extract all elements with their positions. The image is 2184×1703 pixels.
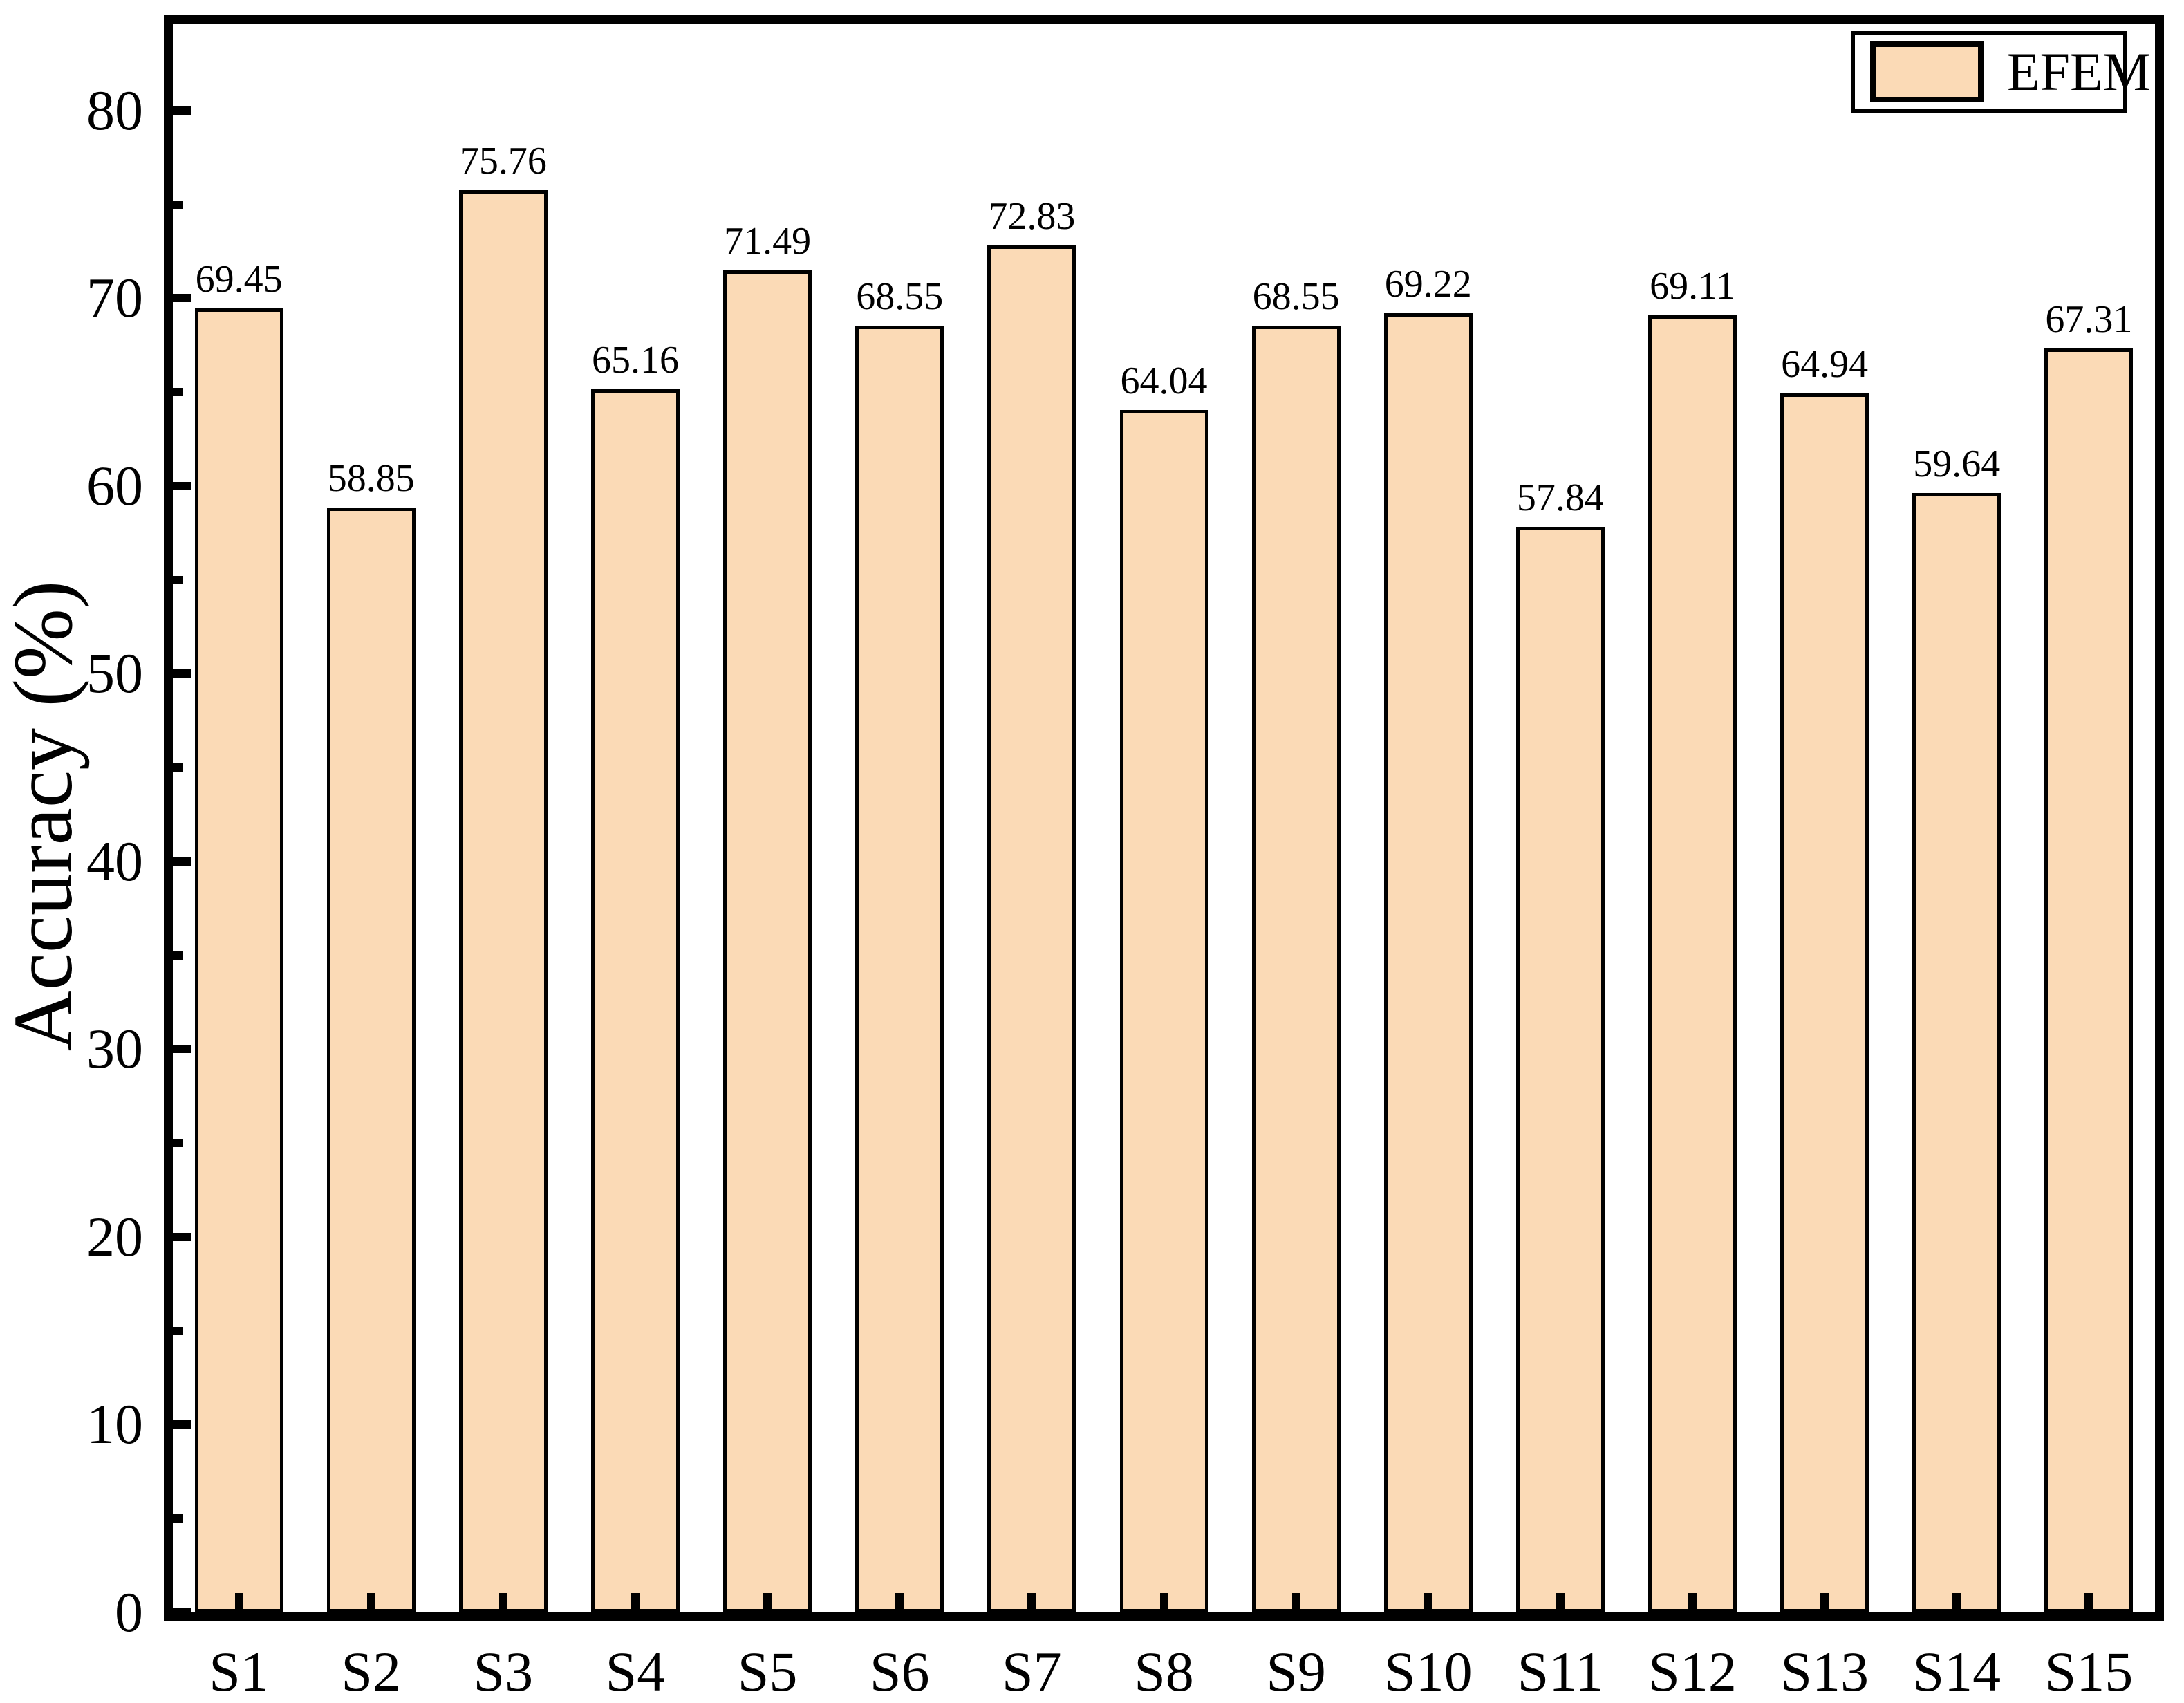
bar-value-label: 69.45 [195, 258, 283, 301]
bar [1119, 410, 1208, 1612]
y-major-tick [173, 294, 191, 303]
y-tick-label: 20 [86, 1204, 143, 1268]
bar-value-label: 65.16 [591, 338, 679, 382]
bar-value-label: 69.22 [1384, 262, 1472, 306]
y-minor-tick [173, 388, 183, 397]
y-major-tick [173, 1045, 191, 1054]
x-tick [2084, 1593, 2093, 1612]
y-minor-tick [173, 1139, 183, 1148]
x-tick [1952, 1593, 1961, 1612]
y-tick-label: 10 [86, 1393, 143, 1456]
x-tick [1159, 1593, 1168, 1612]
x-tick-label: S8 [1134, 1640, 1194, 1703]
legend: EFEM [1851, 31, 2151, 113]
x-tick-label: S7 [1002, 1640, 1062, 1703]
y-minor-tick [173, 1326, 183, 1335]
y-tick-label: 70 [86, 266, 143, 330]
x-tick-label: S14 [1912, 1640, 2001, 1703]
plot-area: 69.45 58.85 75.76 65.16 71.49 68.55 72.83 64.04… [164, 15, 2164, 1621]
x-tick [1027, 1593, 1036, 1612]
x-tick-label: S3 [473, 1640, 534, 1703]
bar-value-label: 58.85 [327, 457, 415, 501]
x-tick [1820, 1593, 1829, 1612]
y-tick-label: 60 [86, 454, 143, 517]
x-tick-label: S1 [209, 1640, 269, 1703]
bar [987, 245, 1076, 1612]
y-tick-label: 50 [86, 642, 143, 705]
y-major-tick [173, 106, 191, 115]
bar [723, 270, 812, 1612]
bar [2044, 348, 2134, 1612]
x-tick-label: S15 [2044, 1640, 2134, 1703]
legend-swatch-efem [1870, 41, 1984, 102]
bar-value-label: 68.55 [856, 274, 944, 318]
x-tick [1424, 1593, 1432, 1612]
bar-value-label: 64.94 [1781, 342, 1869, 386]
y-minor-tick [173, 763, 183, 772]
x-tick-label: S2 [341, 1640, 401, 1703]
y-major-tick [173, 669, 191, 678]
bar-value-label: 69.11 [1650, 264, 1735, 308]
bar-value-label: 68.55 [1252, 274, 1340, 318]
x-tick [498, 1593, 507, 1612]
bar [1780, 393, 1869, 1612]
x-tick-label: S5 [737, 1640, 798, 1703]
bar [1515, 526, 1605, 1612]
y-major-tick [173, 1608, 191, 1617]
y-minor-tick [173, 951, 183, 960]
bar [1648, 315, 1737, 1612]
bar [458, 190, 548, 1612]
y-minor-tick [173, 200, 183, 209]
y-tick-label: 30 [86, 1017, 143, 1081]
x-tick [1556, 1593, 1565, 1612]
y-tick-label: 40 [86, 829, 143, 893]
x-tick-label: S4 [605, 1640, 666, 1703]
x-tick-label: S13 [1780, 1640, 1869, 1703]
y-major-tick [173, 1232, 191, 1241]
x-tick [895, 1593, 904, 1612]
y-major-tick [173, 481, 191, 490]
x-tick [1688, 1593, 1697, 1612]
bar [326, 508, 416, 1612]
legend-label-efem: EFEM [2007, 41, 2152, 102]
x-tick-label: S11 [1517, 1640, 1604, 1703]
y-major-tick [173, 1420, 191, 1429]
bar-value-label: 75.76 [459, 140, 547, 183]
y-minor-tick [173, 1514, 183, 1523]
bar [1251, 325, 1341, 1612]
bar [1383, 313, 1473, 1612]
bar-value-label: 72.83 [988, 194, 1076, 238]
x-tick-label: S9 [1266, 1640, 1326, 1703]
bar-value-label: 67.31 [2045, 298, 2133, 342]
bar [855, 325, 944, 1612]
x-tick [234, 1593, 243, 1612]
x-tick [366, 1593, 375, 1612]
x-tick-label: S10 [1383, 1640, 1473, 1703]
bar [590, 389, 680, 1612]
bar-value-label: 59.64 [1913, 442, 2001, 485]
bar-value-label: 71.49 [724, 219, 812, 263]
x-tick-label: S6 [869, 1640, 930, 1703]
y-minor-tick [173, 575, 183, 584]
x-tick [763, 1593, 772, 1612]
bar-value-label: 64.04 [1120, 360, 1208, 403]
x-tick-label: S12 [1648, 1640, 1737, 1703]
x-tick [1291, 1593, 1300, 1612]
bar-value-label: 57.84 [1516, 476, 1604, 519]
y-tick-label: 0 [115, 1581, 143, 1644]
bar [1912, 492, 2001, 1612]
y-tick-label: 80 [86, 78, 143, 142]
y-major-tick [173, 857, 191, 866]
bar [194, 308, 283, 1612]
x-tick [631, 1593, 640, 1612]
